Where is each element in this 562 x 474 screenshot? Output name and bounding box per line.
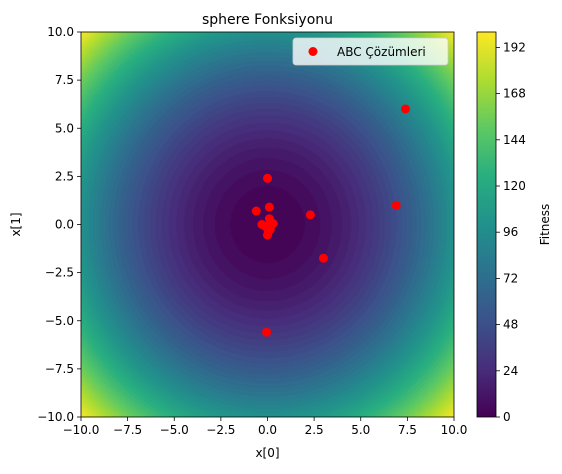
y-tick-label: −10.0 — [37, 410, 74, 424]
colorbar-label: Fitness — [538, 204, 552, 246]
x-tick-label: −7.5 — [113, 423, 142, 437]
colorbar — [476, 31, 497, 418]
scatter-point — [305, 210, 315, 220]
colorbar-ticks: 0 24 48 72 96 120 144 168 192 — [496, 40, 526, 424]
x-axis-ticks: −10.0 −7.5 −5.0 −2.5 0.0 2.5 5.0 7.5 10.0 — [63, 417, 468, 437]
x-tick-label: 0.0 — [258, 423, 277, 437]
colorbar-tick-label: 168 — [503, 87, 526, 101]
y-tick-label: 10.0 — [47, 25, 74, 39]
y-tick-label: 0.0 — [55, 218, 74, 232]
scatter-point — [264, 202, 274, 212]
y-tick-label: −5.0 — [45, 314, 74, 328]
colorbar-tick-label: 0 — [503, 410, 511, 424]
y-tick-label: −2.5 — [45, 266, 74, 280]
x-tick-label: −10.0 — [63, 423, 100, 437]
scatter-point — [318, 253, 328, 263]
x-axis-label: x[0] — [255, 446, 279, 460]
y-axis-ticks: −10.0 −7.5 −5.0 −2.5 0.0 2.5 5.0 7.5 10.0 — [37, 25, 81, 424]
x-tick-label: 2.5 — [305, 423, 324, 437]
scatter-points — [251, 104, 411, 337]
colorbar-tick-label: 96 — [503, 225, 518, 239]
x-tick-label: 7.5 — [398, 423, 417, 437]
legend-entry-abc: ABC Çözümleri — [337, 45, 426, 59]
colorbar-tick-label: 192 — [503, 40, 526, 54]
y-axis-label: x[1] — [9, 212, 23, 236]
legend-box — [292, 37, 449, 66]
scatter-point — [263, 226, 273, 236]
y-tick-label: 2.5 — [55, 169, 74, 183]
colorbar-tick-label: 72 — [503, 271, 518, 285]
scatter-point — [391, 200, 401, 210]
y-tick-label: 7.5 — [55, 73, 74, 87]
colorbar-tick-label: 120 — [503, 179, 526, 193]
colorbar-tick-label: 48 — [503, 318, 518, 332]
legend: ABC Çözümleri — [292, 37, 449, 66]
chart-title: sphere Fonksiyonu — [202, 12, 333, 28]
colorbar-tick-label: 144 — [503, 133, 526, 147]
y-tick-label: 5.0 — [55, 121, 74, 135]
colorbar-tick-label: 24 — [503, 364, 518, 378]
x-tick-label: 10.0 — [441, 423, 468, 437]
scatter-point — [401, 104, 411, 114]
x-tick-label: −5.0 — [160, 423, 189, 437]
legend-marker — [308, 47, 318, 56]
x-tick-label: −2.5 — [206, 423, 235, 437]
scatter-point — [263, 173, 272, 183]
scatter-point — [251, 206, 261, 216]
y-tick-label: −7.5 — [45, 362, 74, 376]
x-tick-label: 5.0 — [351, 423, 370, 437]
scatter-point — [262, 327, 272, 337]
